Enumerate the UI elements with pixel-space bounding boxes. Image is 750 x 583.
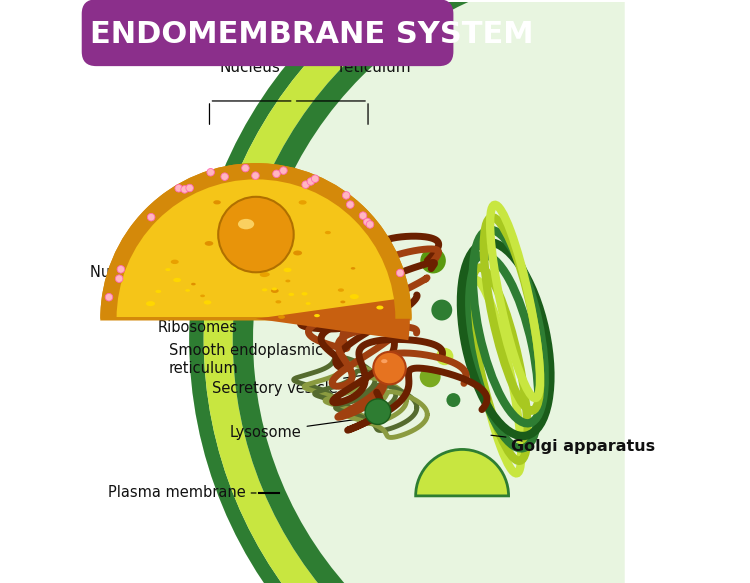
Ellipse shape [298, 200, 307, 205]
Circle shape [117, 265, 124, 273]
Circle shape [186, 184, 194, 192]
Ellipse shape [350, 294, 358, 299]
Ellipse shape [146, 301, 155, 306]
Ellipse shape [238, 219, 254, 229]
Ellipse shape [302, 292, 307, 296]
Circle shape [364, 218, 371, 226]
Ellipse shape [204, 300, 212, 304]
Text: Rough endoplasmic
reticulum: Rough endoplasmic reticulum [300, 43, 450, 75]
Ellipse shape [284, 268, 292, 272]
Circle shape [242, 164, 249, 172]
Ellipse shape [376, 305, 383, 310]
Circle shape [343, 192, 350, 199]
Circle shape [175, 184, 182, 192]
Circle shape [311, 175, 319, 182]
Circle shape [207, 168, 214, 176]
Ellipse shape [278, 315, 285, 319]
Circle shape [148, 213, 155, 221]
Text: Smooth endoplasmic
reticulum: Smooth endoplasmic reticulum [169, 343, 328, 375]
Circle shape [218, 197, 294, 272]
FancyBboxPatch shape [82, 0, 454, 66]
Ellipse shape [233, 250, 238, 252]
Circle shape [105, 293, 112, 301]
Ellipse shape [268, 253, 274, 257]
Ellipse shape [185, 289, 190, 292]
Ellipse shape [171, 259, 178, 264]
Circle shape [346, 201, 354, 208]
Ellipse shape [228, 240, 233, 243]
Ellipse shape [305, 302, 310, 305]
Wedge shape [204, 0, 625, 583]
Ellipse shape [233, 266, 238, 269]
Circle shape [221, 173, 229, 180]
Circle shape [366, 221, 374, 228]
Ellipse shape [200, 294, 205, 297]
Ellipse shape [381, 359, 388, 363]
Ellipse shape [165, 268, 171, 271]
Circle shape [420, 366, 441, 387]
Ellipse shape [173, 278, 181, 282]
Ellipse shape [293, 251, 302, 255]
Wedge shape [189, 0, 625, 583]
Ellipse shape [254, 238, 261, 241]
Circle shape [374, 352, 406, 384]
Ellipse shape [213, 200, 220, 205]
Ellipse shape [191, 283, 196, 286]
Circle shape [116, 275, 123, 282]
Wedge shape [189, 0, 625, 583]
Wedge shape [256, 297, 410, 340]
Ellipse shape [271, 289, 279, 293]
Text: Secretory vesicle: Secretory vesicle [212, 373, 377, 396]
Text: Nuclear pore: Nuclear pore [122, 285, 236, 309]
Circle shape [365, 399, 391, 424]
Ellipse shape [351, 267, 355, 269]
Ellipse shape [314, 314, 320, 317]
Circle shape [302, 181, 310, 188]
Ellipse shape [262, 272, 270, 276]
Text: ENDOMEMBRANE SYSTEM: ENDOMEMBRANE SYSTEM [91, 20, 534, 49]
Ellipse shape [338, 289, 344, 292]
Circle shape [181, 185, 188, 193]
Ellipse shape [289, 293, 294, 296]
Text: Golgi apparatus: Golgi apparatus [491, 436, 656, 454]
Circle shape [280, 167, 287, 174]
Ellipse shape [325, 231, 331, 234]
Circle shape [431, 300, 452, 321]
Circle shape [446, 393, 460, 407]
Circle shape [397, 269, 404, 277]
Text: Nuclear envelope: Nuclear envelope [91, 261, 224, 280]
Circle shape [307, 178, 314, 185]
Ellipse shape [205, 241, 213, 246]
Ellipse shape [275, 300, 281, 304]
Circle shape [273, 170, 280, 178]
Wedge shape [416, 449, 509, 496]
Circle shape [359, 212, 367, 219]
Text: Ribosomes: Ribosomes [158, 308, 262, 335]
Wedge shape [232, 0, 625, 583]
Ellipse shape [285, 280, 290, 282]
Text: Lysosome: Lysosome [230, 418, 368, 440]
Ellipse shape [272, 287, 277, 290]
Wedge shape [102, 165, 410, 319]
Text: Nucleus: Nucleus [220, 60, 280, 75]
Ellipse shape [262, 289, 268, 292]
Circle shape [420, 248, 446, 273]
Ellipse shape [260, 272, 268, 277]
Ellipse shape [340, 300, 345, 303]
Circle shape [252, 172, 260, 180]
Wedge shape [100, 163, 412, 319]
Ellipse shape [251, 249, 257, 252]
Circle shape [436, 348, 454, 365]
Text: Plasma membrane: Plasma membrane [108, 486, 256, 500]
Ellipse shape [155, 290, 161, 293]
